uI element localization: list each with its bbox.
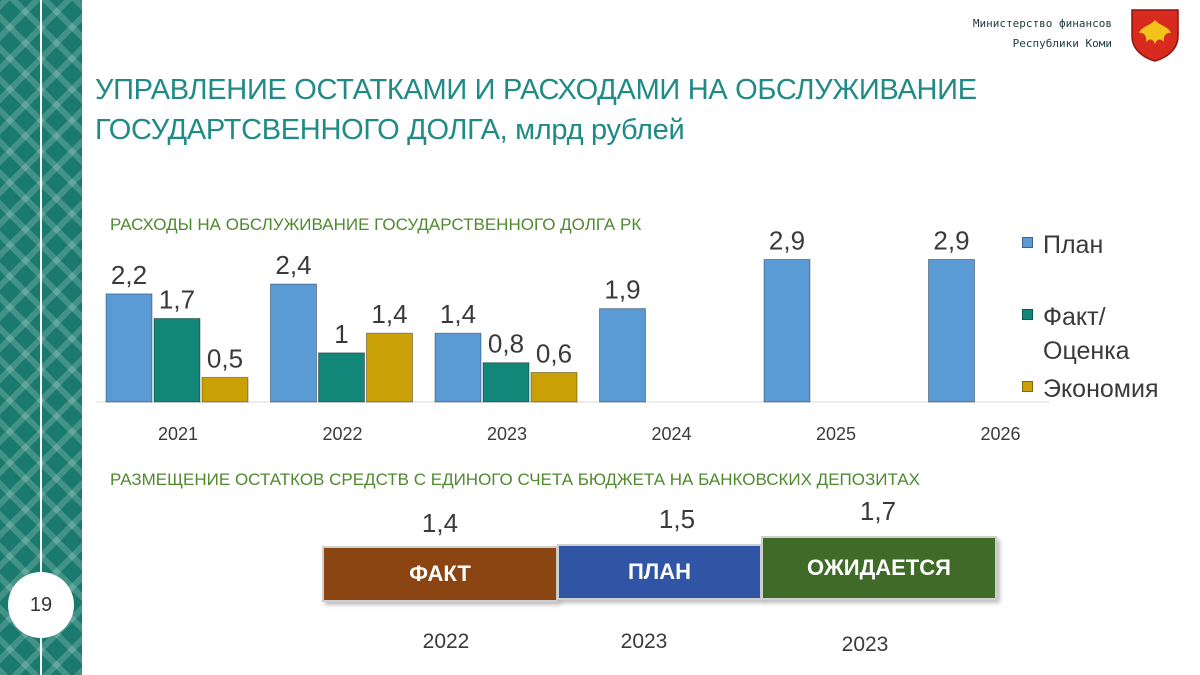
- side-divider-line: [40, 0, 42, 675]
- ministry-line-1: Министерство финансов: [972, 17, 1112, 30]
- data-label-economy-2023: 0,6: [536, 339, 572, 369]
- deposit-value-fact: 1,4: [421, 508, 459, 538]
- deposit-bar-expected: ОЖИДАЕТСЯ: [761, 536, 997, 600]
- legend-swatch-plan: [1022, 237, 1033, 248]
- deposits-chart-title: РАЗМЕЩЕНИЕ ОСТАТКОВ СРЕДСТВ С ЕДИНОГО СЧ…: [110, 470, 920, 489]
- data-label-plan-2024: 1,9: [604, 275, 640, 305]
- x-tick-label-2021: 2021: [158, 424, 198, 444]
- x-tick-label-2026: 2026: [980, 424, 1020, 444]
- bar-plan-2023: [434, 332, 482, 403]
- data-label-plan-2025: 2,9: [769, 225, 805, 255]
- data-label-plan-2026: 2,9: [933, 225, 969, 255]
- x-tick-label-2023: 2023: [487, 424, 527, 444]
- expenses-chart-title: РАСХОДЫ НА ОБСЛУЖИВАНИЕ ГОСУДАРСТВЕННОГО…: [110, 215, 642, 234]
- bar-plan-2021: [105, 293, 153, 403]
- x-tick-label-2025: 2025: [816, 424, 856, 444]
- page-number: 19: [8, 572, 74, 638]
- bar-economy-2021: [201, 376, 249, 403]
- legend-swatch-economy: [1022, 381, 1033, 392]
- x-tick-label-2022: 2022: [322, 424, 362, 444]
- page-title: УПРАВЛЕНИЕ ОСТАТКАМИ И РАСХОДАМИ НА ОБСЛ…: [95, 74, 977, 146]
- legend-swatch-fact: [1022, 309, 1033, 320]
- legend-label-plan: План: [1043, 231, 1104, 259]
- bar-economy-2023: [530, 372, 578, 403]
- deposit-value-expected: 1,7: [859, 496, 897, 526]
- deposit-year-expected: 2023: [841, 633, 889, 656]
- bar-plan-2026: [928, 258, 975, 403]
- bar-plan-2024: [599, 308, 646, 403]
- x-tick-label-2024: 2024: [651, 424, 691, 444]
- legend-item-fact: Факт/ Оценка: [1022, 300, 1162, 368]
- ministry-name: Министерство финансов Республики Коми: [973, 14, 1112, 54]
- data-label-economy-2021: 0,5: [207, 343, 243, 373]
- coat-of-arms-icon: [1131, 9, 1179, 62]
- debt-service-bar-chart: 2,2 1,7 0,5 2021 2,4 1 1,4 2022 1,4 0,8 0,6 2023 1,9…: [96, 225, 1050, 444]
- deposit-bar-plan: ПЛАН: [557, 544, 762, 600]
- data-label-economy-2022: 1,4: [371, 299, 407, 329]
- legend-label-economy: Экономия: [1043, 375, 1159, 403]
- bar-plan-2025: [763, 258, 811, 403]
- deposit-bar-fact: ФАКТ: [322, 546, 558, 602]
- bar-fact-2023: [482, 362, 530, 403]
- data-label-fact-2023: 0,8: [488, 329, 524, 359]
- data-label-fact-2022: 1: [334, 319, 348, 349]
- deposit-year-fact: 2022: [422, 630, 470, 653]
- legend-item-plan: План: [1022, 228, 1103, 262]
- deposit-year-plan: 2023: [620, 630, 668, 653]
- data-label-plan-2023: 1,4: [440, 299, 476, 329]
- bar-fact-2021: [153, 317, 201, 403]
- bar-plan-2022: [270, 283, 317, 403]
- data-label-plan-2021: 2,2: [111, 260, 147, 290]
- ministry-line-2: Республики Коми: [1012, 37, 1112, 50]
- bar-economy-2022: [366, 332, 413, 403]
- data-label-plan-2022: 2,4: [275, 250, 311, 280]
- legend-label-fact: Факт/ Оценка: [1043, 303, 1130, 365]
- deposit-value-plan: 1,5: [658, 504, 696, 534]
- data-label-fact-2021: 1,7: [159, 284, 195, 314]
- legend-item-economy: Экономия: [1022, 372, 1159, 406]
- bar-fact-2022: [318, 352, 365, 403]
